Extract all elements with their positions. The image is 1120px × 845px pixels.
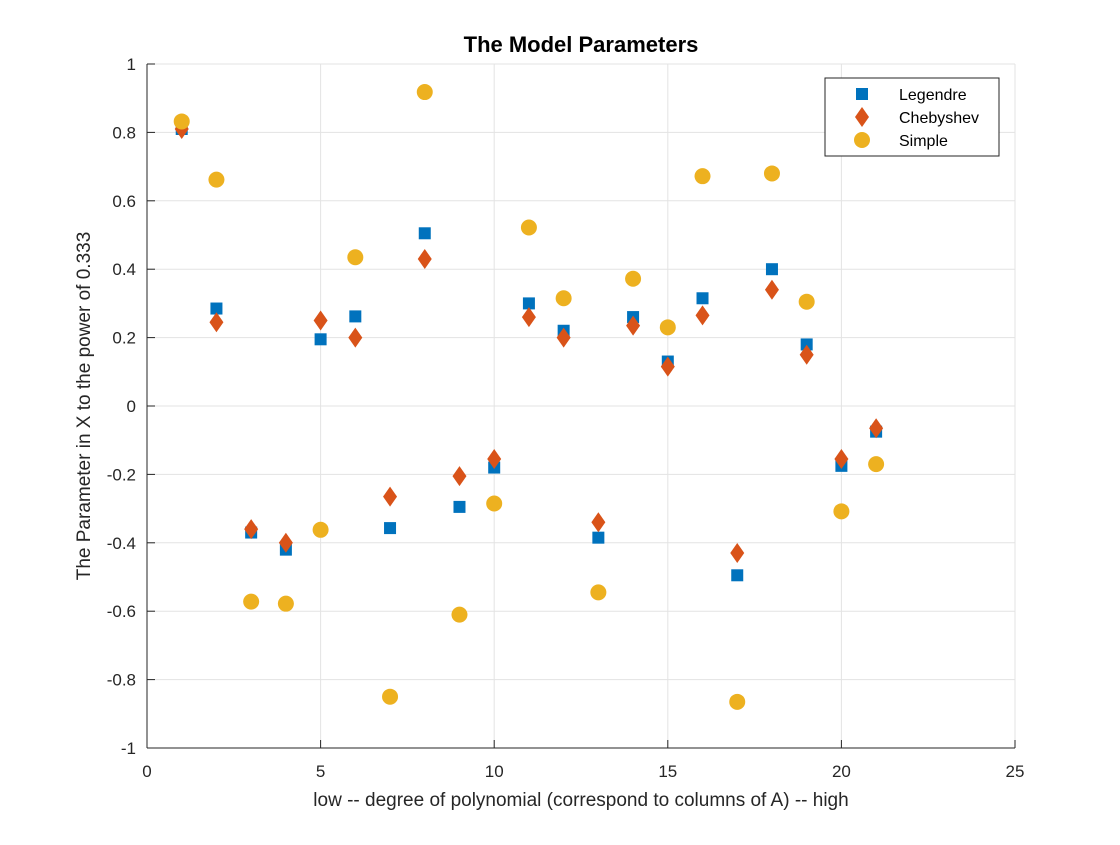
simple-point-16: [694, 168, 711, 185]
chebyshev-point-2: [209, 312, 224, 333]
legendre-point-9: [453, 500, 466, 513]
tick-labels: 0 5 10 15 20 25 -1 -0.8 -0.6 -0.4 -0.2 0 0.2 0.4 0.6 0.…: [107, 55, 1025, 781]
y-tick-label-4: -0.2: [107, 465, 136, 484]
simple-point-7: [382, 688, 399, 705]
y-tick-label-6: 0.2: [112, 329, 136, 348]
legendre-point-19: [800, 338, 813, 351]
legendre-point-6: [349, 310, 362, 323]
chebyshev-point-3: [244, 519, 259, 540]
x-tick-label-4: 20: [832, 762, 851, 781]
legendre-point-5: [314, 333, 327, 346]
legend-label-chebyshev: Chebyshev: [899, 110, 979, 127]
series-chebyshev: [174, 118, 884, 564]
legendre-point-17: [731, 569, 744, 582]
y-tick-label-5: 0: [127, 397, 136, 416]
chebyshev-point-9: [452, 466, 467, 487]
chebyshev-point-11: [521, 307, 536, 328]
simple-point-19: [798, 293, 815, 310]
legendre-point-13: [592, 531, 605, 544]
chebyshev-point-6: [348, 327, 363, 348]
simple-point-17: [729, 693, 746, 710]
simple-point-9: [451, 606, 468, 623]
legend-box: [824, 77, 1000, 157]
chebyshev-point-14: [626, 315, 641, 336]
data-markers: [173, 84, 885, 710]
simple-point-2: [208, 171, 225, 188]
y-tick-label-1: -0.8: [107, 671, 136, 690]
x-tick-label-3: 15: [658, 762, 677, 781]
legend-marker-legendre: [856, 88, 868, 100]
y-tick-label-0: -1: [121, 739, 136, 758]
x-tick-label-1: 5: [316, 762, 325, 781]
simple-point-15: [659, 319, 676, 336]
chebyshev-point-5: [313, 310, 328, 331]
y-tick-label-8: 0.6: [112, 192, 136, 211]
simple-point-4: [277, 595, 294, 612]
y-axis-label: The Parameter in X to the power of 0.333: [74, 232, 95, 581]
chebyshev-point-16: [695, 305, 710, 326]
simple-point-18: [763, 165, 780, 182]
simple-point-11: [520, 219, 537, 236]
simple-point-6: [347, 249, 364, 266]
simple-point-10: [486, 495, 503, 512]
legend-marker-chebyshev: [855, 107, 869, 127]
x-axis-label: low -- degree of polynomial (correspond …: [313, 790, 848, 811]
legendre-point-8: [418, 227, 431, 240]
y-tick-label-7: 0.4: [112, 260, 136, 279]
chebyshev-point-18: [764, 279, 779, 300]
chebyshev-point-4: [278, 532, 293, 553]
chebyshev-point-19: [799, 344, 814, 365]
simple-point-13: [590, 584, 607, 601]
x-tick-label-0: 0: [142, 762, 151, 781]
chebyshev-point-21: [869, 418, 884, 439]
simple-point-21: [868, 456, 885, 473]
x-tick-label-2: 10: [485, 762, 504, 781]
simple-point-14: [625, 270, 642, 287]
chebyshev-point-7: [383, 486, 398, 507]
simple-point-1: [173, 113, 190, 130]
chart-title: The Model Parameters: [464, 32, 699, 57]
chebyshev-point-17: [730, 543, 745, 564]
simple-point-5: [312, 521, 329, 538]
y-tick-label-2: -0.6: [107, 602, 136, 621]
chebyshev-point-15: [660, 356, 675, 377]
legend-label-simple: Simple: [899, 133, 948, 150]
legendre-point-11: [522, 297, 535, 310]
legendre-point-2: [210, 302, 223, 315]
chebyshev-point-12: [556, 327, 571, 348]
legendre-point-16: [696, 292, 709, 305]
simple-point-12: [555, 290, 572, 307]
chebyshev-point-13: [591, 512, 606, 533]
legendre-point-7: [384, 522, 397, 535]
legend-marker-simple: [854, 132, 870, 148]
legend: Legendre Chebyshev Simple: [824, 77, 1000, 157]
y-tick-label-9: 0.8: [112, 123, 136, 142]
axes: [146, 63, 1016, 749]
legend-label-legendre: Legendre: [899, 87, 967, 104]
series-simple: [173, 84, 885, 710]
chebyshev-point-20: [834, 449, 849, 470]
y-tick-label-3: -0.4: [107, 534, 136, 553]
y-tick-label-10: 1: [127, 55, 136, 74]
chebyshev-point-8: [417, 248, 432, 269]
simple-point-20: [833, 503, 850, 520]
chebyshev-point-10: [487, 449, 502, 470]
legendre-point-18: [765, 263, 778, 276]
simple-point-8: [416, 84, 433, 101]
simple-point-3: [243, 593, 260, 610]
x-tick-label-5: 25: [1006, 762, 1025, 781]
